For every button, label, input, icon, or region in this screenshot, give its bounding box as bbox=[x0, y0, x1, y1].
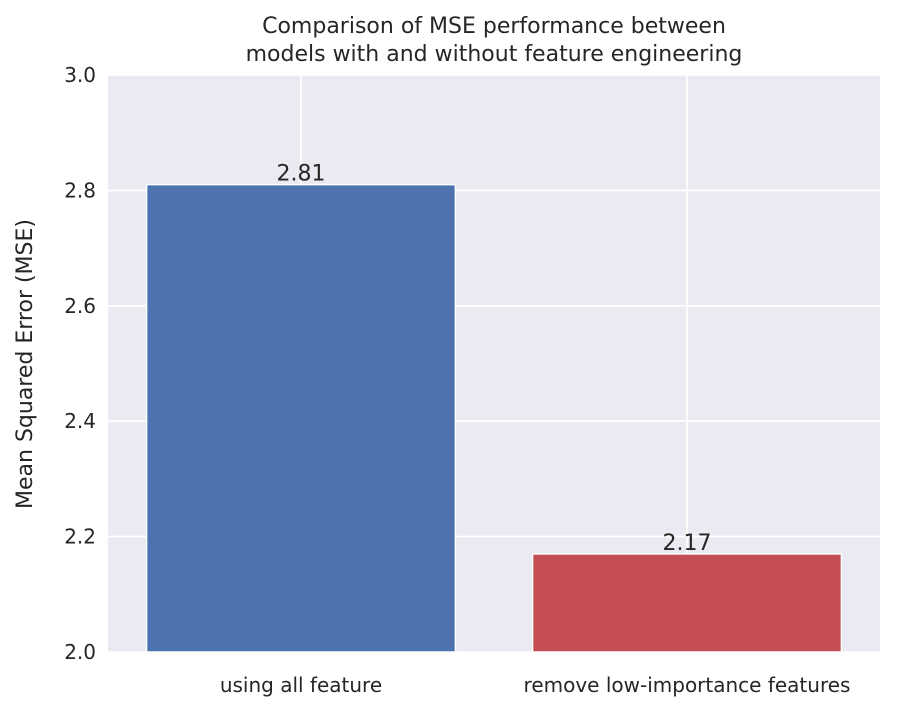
bar bbox=[145, 183, 457, 653]
y-tick-label: 2.6 bbox=[64, 294, 96, 318]
x-tick-label: remove low-importance features bbox=[524, 673, 851, 697]
x-tick-labels: using all feature remove low-importance f… bbox=[220, 673, 851, 697]
y-tick-label: 2.0 bbox=[64, 640, 96, 664]
data-label: 2.17 bbox=[663, 531, 712, 556]
y-tick-label: 2.2 bbox=[64, 525, 96, 549]
chart-title-line-1: Comparison of MSE performance between bbox=[262, 14, 726, 39]
y-tick-label: 3.0 bbox=[64, 63, 96, 87]
chart-title-line-2: models with and without feature engineer… bbox=[246, 42, 743, 67]
data-label: 2.81 bbox=[277, 162, 326, 187]
y-axis-label: Mean Squared Error (MSE) bbox=[13, 219, 38, 509]
bars bbox=[145, 183, 843, 653]
x-tick-label: using all feature bbox=[220, 673, 382, 697]
data-labels: 2.81 2.17 bbox=[277, 162, 712, 556]
y-tick-labels: 2.0 2.2 2.4 2.6 2.8 3.0 bbox=[64, 63, 96, 664]
y-tick-label: 2.4 bbox=[64, 409, 96, 433]
y-tick-label: 2.8 bbox=[64, 178, 96, 202]
bar bbox=[531, 553, 843, 653]
